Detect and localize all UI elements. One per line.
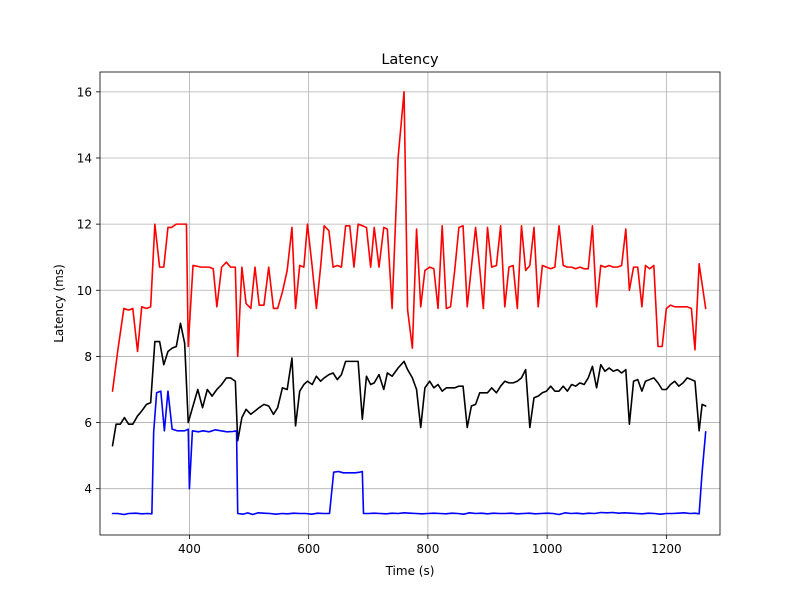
grid-lines (100, 72, 720, 535)
data-series (111, 91, 707, 516)
x-tick-label: 600 (297, 542, 320, 556)
y-tick-label: 14 (77, 151, 92, 165)
x-axis-label: Time (s) (385, 564, 435, 578)
x-tick-label: 1200 (651, 542, 682, 556)
x-tick-label: 1000 (532, 542, 563, 556)
x-tick-label: 800 (416, 542, 439, 556)
chart-title: Latency (381, 52, 439, 68)
x-tick-label: 400 (178, 542, 201, 556)
series-line-2 (111, 322, 707, 447)
y-tick-label: 12 (77, 218, 92, 232)
y-tick-label: 10 (77, 284, 92, 298)
y-tick-label: 16 (77, 85, 92, 99)
series-line-3 (111, 390, 707, 516)
axis-ticks: 400 600 800 1000 1200 4 6 8 10 12 14 16 (77, 85, 682, 556)
y-tick-label: 4 (84, 482, 92, 496)
plot-area-frame (99, 71, 721, 536)
y-axis-label: Latency (ms) (52, 264, 66, 343)
y-tick-label: 8 (84, 350, 92, 364)
y-tick-label: 6 (84, 416, 92, 430)
series-line-1 (111, 91, 707, 392)
